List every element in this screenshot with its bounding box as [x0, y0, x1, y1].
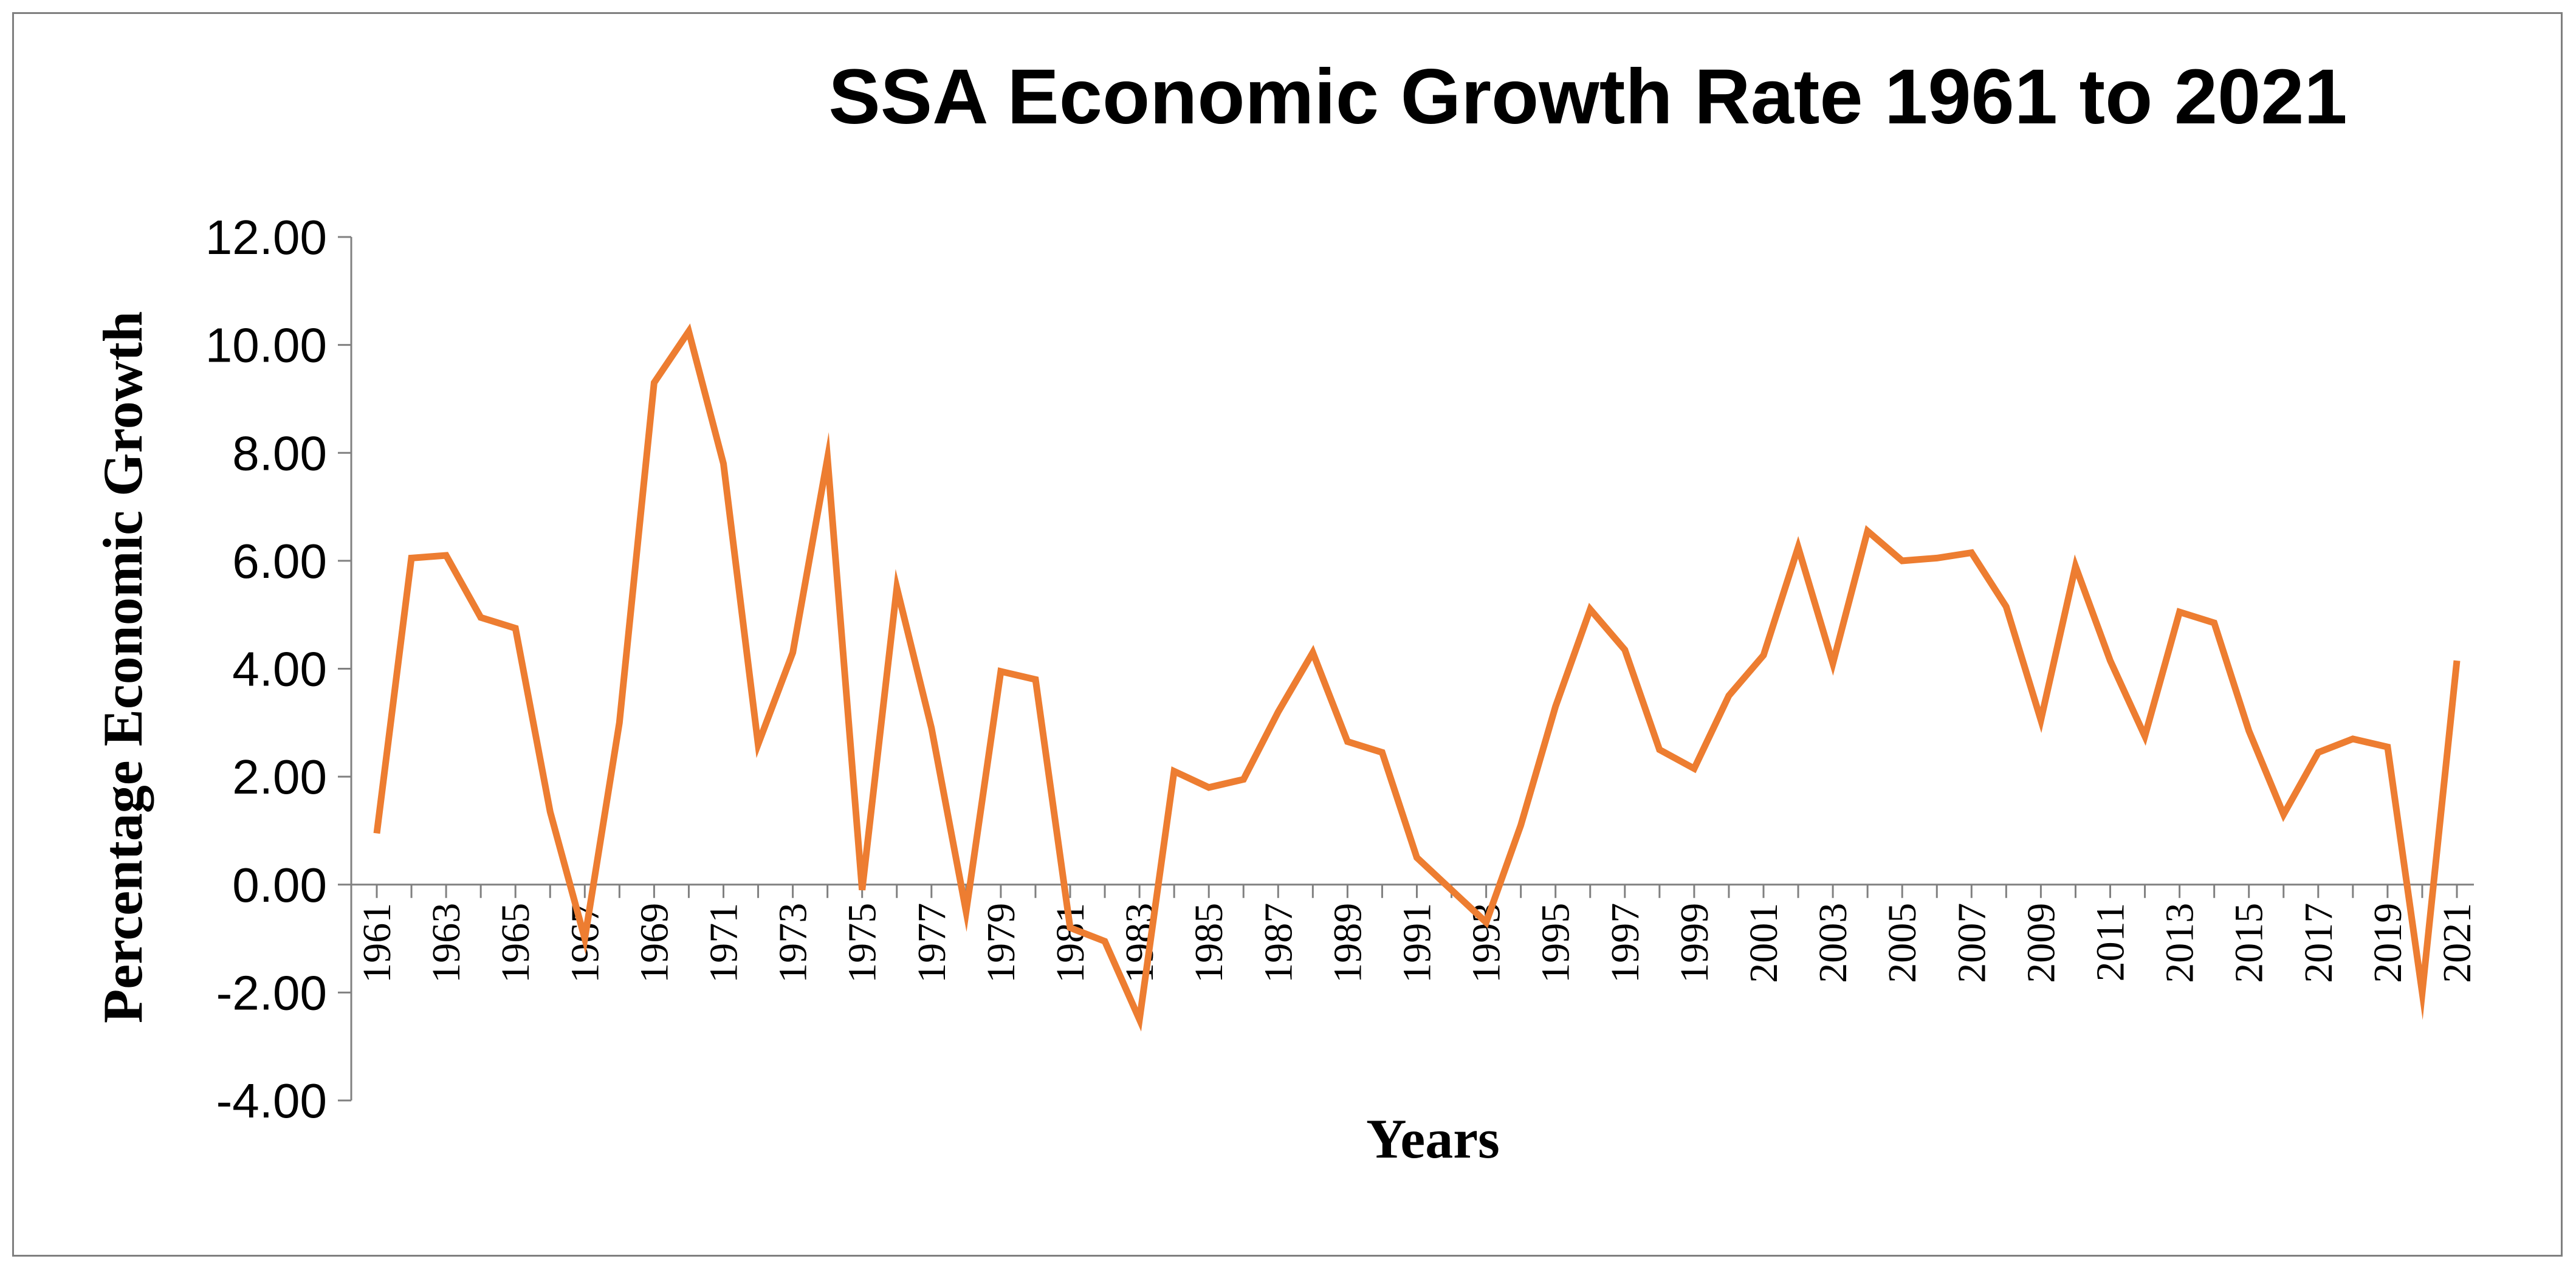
y-tick-label: 4.00 [232, 642, 327, 696]
x-tick-label: 2011 [2089, 903, 2133, 982]
x-tick-label: 1973 [771, 903, 816, 983]
x-tick-label: 1997 [1603, 903, 1647, 983]
x-axis: 1961 1963 1965 1967 1969 1971 1973 1975 1977 1979… [351, 884, 2479, 983]
x-tick-label: 2001 [1742, 903, 1786, 983]
x-tick-label: 1985 [1187, 903, 1231, 983]
chart-frame: SSA Economic Growth Rate 1961 to 2021 Pe… [12, 12, 2563, 1257]
x-tick-label: 1965 [493, 903, 538, 983]
x-tick-label: 2009 [2019, 903, 2063, 983]
y-tick-label: -2.00 [216, 966, 327, 1020]
x-tick-label: 1969 [632, 903, 676, 983]
chart-title: SSA Economic Growth Rate 1961 to 2021 [828, 53, 2347, 140]
y-axis-label: Percentage Economic Growth [92, 311, 154, 1023]
y-tick-label: 0.00 [232, 858, 327, 912]
x-tick-label: 1987 [1256, 903, 1300, 983]
y-tick-label: 12.00 [205, 210, 327, 264]
x-tick-label: 1971 [702, 903, 746, 983]
y-tick-label: 6.00 [232, 534, 327, 588]
x-tick-label: 2013 [2158, 903, 2202, 983]
x-axis-label: Years [1366, 1108, 1500, 1170]
y-tick-label: 8.00 [232, 426, 327, 480]
x-tick-label: 1995 [1534, 903, 1578, 983]
y-tick-label: 10.00 [205, 318, 327, 372]
x-tick-label: 2007 [1949, 903, 1994, 983]
series-group [373, 323, 2461, 1032]
x-tick-label: 2015 [2227, 903, 2272, 983]
y-tick-label: -4.00 [216, 1074, 327, 1128]
x-tick-label: 1989 [1325, 903, 1370, 983]
x-tick-label: 1979 [979, 903, 1023, 983]
x-tick-label: 1961 [355, 903, 399, 983]
x-tick-label: 1999 [1672, 903, 1717, 983]
x-tick-label: 2003 [1811, 903, 1855, 983]
x-tick-label: 2017 [2296, 903, 2341, 983]
line-chart: SSA Economic Growth Rate 1961 to 2021 Pe… [92, 53, 2479, 1170]
x-tick-label: 1975 [840, 903, 885, 983]
x-tick-label: 1963 [424, 903, 469, 983]
x-tick-label: 2021 [2435, 903, 2479, 983]
y-tick-label: 2.00 [232, 750, 327, 804]
x-tick-label: 2005 [1880, 903, 1925, 983]
x-tick-label: 1991 [1395, 903, 1440, 983]
growth-rate-line [373, 323, 2461, 1032]
y-axis: 12.00 10.00 8.00 6.00 4.00 2.00 0.00 -2.00 -4.00 [205, 210, 352, 1128]
x-tick-label: 2019 [2366, 903, 2410, 983]
x-tick-label: 1977 [910, 903, 954, 983]
